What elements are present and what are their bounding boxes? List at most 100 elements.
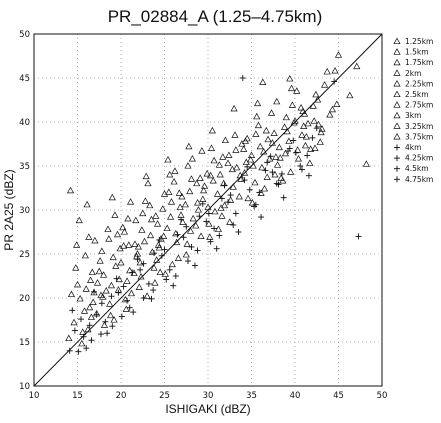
data-point [259, 78, 267, 85]
data-point [300, 110, 309, 117]
data-point [174, 254, 183, 261]
data-point [130, 309, 137, 316]
data-point [334, 51, 343, 58]
data-point [269, 169, 276, 176]
data-point [304, 119, 312, 127]
data-point [65, 334, 73, 342]
data-point [73, 280, 82, 288]
legend-marker [393, 37, 401, 45]
data-point [177, 211, 185, 218]
legend-entry: 3.75km [405, 132, 433, 141]
data-point [84, 325, 92, 333]
data-point [106, 311, 115, 319]
data-point [80, 333, 87, 340]
data-point [135, 283, 143, 290]
data-point [158, 252, 165, 259]
data-point [144, 179, 152, 187]
data-point [106, 300, 114, 307]
x-tick-label: 20 [116, 391, 127, 401]
data-point [71, 327, 78, 334]
data-point [134, 243, 142, 250]
plot-frame [33, 33, 383, 387]
data-point [208, 126, 216, 134]
x-tick-label: 25 [159, 391, 170, 401]
data-point [309, 102, 317, 109]
data-point [166, 170, 174, 178]
data-point [297, 103, 305, 111]
data-point [136, 258, 144, 266]
legend-marker [394, 165, 400, 172]
data-point [113, 275, 120, 282]
data-point [138, 226, 146, 233]
data-point [235, 192, 243, 200]
data-point [134, 256, 141, 263]
data-point [280, 123, 289, 130]
data-point [362, 160, 370, 167]
data-point [230, 104, 238, 112]
data-point [205, 220, 213, 227]
data-point [160, 190, 169, 197]
data-point [260, 184, 269, 192]
data-point [124, 297, 131, 304]
data-point [143, 292, 151, 299]
data-point [153, 256, 161, 263]
data-point [120, 283, 127, 290]
data-point [156, 236, 163, 243]
legend-marker [393, 69, 401, 76]
data-point [108, 293, 115, 300]
data-point [140, 260, 147, 267]
data-point [215, 161, 223, 168]
data-point [126, 304, 133, 311]
data-point [213, 190, 222, 197]
data-point [196, 174, 204, 181]
data-point [206, 233, 214, 240]
data-point [275, 143, 283, 151]
data-point [204, 203, 212, 210]
data-point [242, 158, 250, 166]
data-point [152, 212, 160, 219]
legend-entry: 4.25km [405, 154, 433, 163]
data-point [246, 186, 253, 193]
data-point [320, 81, 329, 88]
data-point [69, 307, 76, 314]
legend-marker [393, 90, 401, 98]
data-point [323, 67, 331, 75]
data-point [221, 136, 229, 144]
data-point [137, 266, 144, 273]
legend-entry: 4.5km [405, 164, 429, 173]
data-point [209, 177, 217, 184]
data-point [298, 166, 305, 173]
data-point [232, 210, 239, 217]
data-point [102, 318, 109, 325]
data-point [118, 313, 125, 320]
data-point [237, 175, 245, 182]
data-point [132, 216, 140, 224]
data-point [120, 228, 129, 235]
data-point [307, 145, 315, 152]
data-point [224, 159, 232, 166]
data-point [298, 131, 306, 138]
data-point [117, 258, 125, 266]
legend-entry: 2.75km [405, 101, 433, 110]
legend-marker [393, 58, 401, 66]
data-point [314, 96, 322, 103]
data-point [160, 232, 168, 239]
data-point [276, 154, 284, 161]
data-point [288, 101, 296, 108]
legend-marker [393, 48, 401, 55]
data-point [182, 250, 190, 258]
y-tick-label: 20 [19, 294, 30, 304]
data-point [241, 137, 250, 144]
data-point [244, 194, 252, 202]
y-tick-label: 50 [19, 30, 30, 40]
data-point [99, 293, 107, 300]
data-point [186, 187, 194, 195]
legend-entry: 1.75km [405, 58, 433, 67]
data-point [115, 289, 122, 296]
data-point [189, 214, 197, 222]
data-point [346, 91, 354, 99]
data-point [311, 144, 319, 151]
data-point [88, 268, 96, 276]
data-point [353, 62, 361, 70]
data-point [119, 223, 127, 231]
